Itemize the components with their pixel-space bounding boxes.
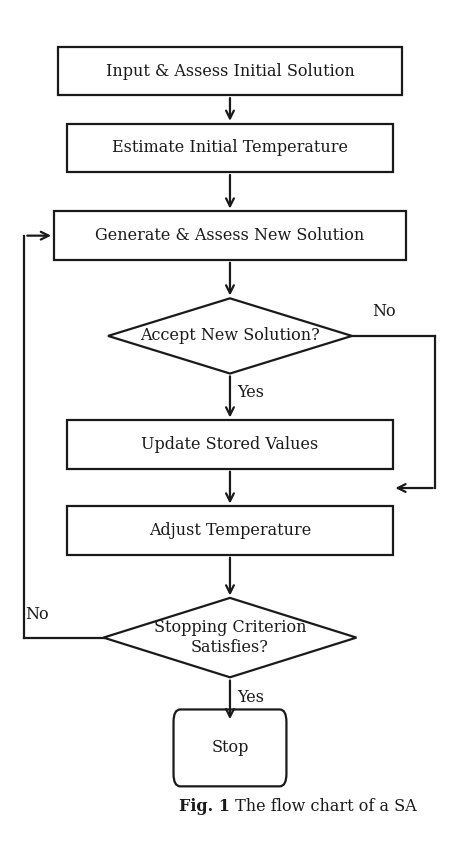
Text: Generate & Assess New Solution: Generate & Assess New Solution [96, 227, 364, 244]
Text: Adjust Temperature: Adjust Temperature [149, 522, 311, 539]
Text: Accept New Solution?: Accept New Solution? [140, 327, 320, 344]
FancyBboxPatch shape [68, 420, 392, 468]
Text: Stop: Stop [211, 739, 249, 756]
Text: Update Stored Values: Update Stored Values [141, 436, 319, 453]
Text: No: No [372, 303, 395, 320]
Text: Input & Assess Initial Solution: Input & Assess Initial Solution [106, 62, 354, 79]
FancyBboxPatch shape [173, 710, 287, 787]
Text: Estimate Initial Temperature: Estimate Initial Temperature [112, 139, 348, 156]
FancyBboxPatch shape [54, 211, 406, 260]
FancyBboxPatch shape [58, 46, 402, 95]
Text: Yes: Yes [237, 384, 264, 401]
Text: Yes: Yes [237, 690, 264, 706]
Text: Fig. 1: Fig. 1 [179, 798, 230, 814]
Text: No: No [25, 605, 48, 623]
Polygon shape [103, 598, 356, 677]
FancyBboxPatch shape [68, 506, 392, 555]
Polygon shape [108, 298, 352, 374]
Text: The flow chart of a SA: The flow chart of a SA [230, 798, 417, 814]
FancyBboxPatch shape [68, 124, 392, 172]
Text: Stopping Criterion
Satisfies?: Stopping Criterion Satisfies? [154, 619, 306, 656]
